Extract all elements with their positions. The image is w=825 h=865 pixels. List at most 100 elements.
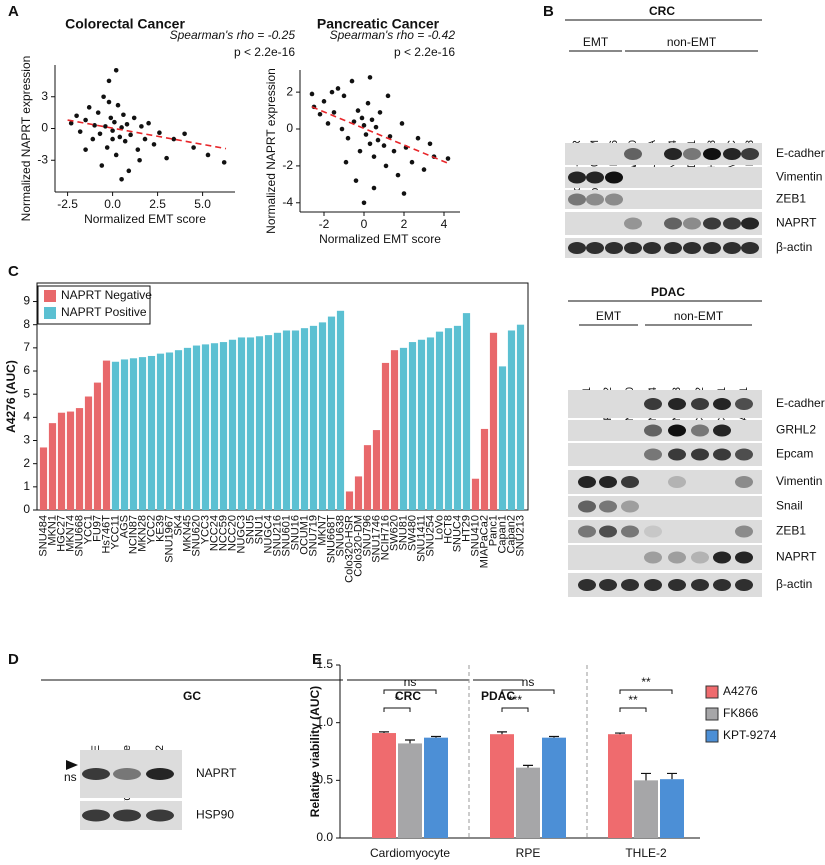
y-tick-label: -2 — [282, 158, 293, 172]
point — [115, 102, 121, 108]
blot-strip — [568, 545, 762, 570]
x-tick-label: SNU16 — [289, 515, 301, 550]
y-tick-label: -4 — [282, 195, 293, 209]
point — [101, 94, 106, 100]
x-tick-label: NCC20 — [226, 515, 238, 551]
blot-band — [703, 148, 721, 160]
blot-title: CRC — [649, 4, 675, 18]
point — [343, 159, 349, 165]
x-tick-label: Colo320-HSR — [343, 515, 355, 583]
blot-band — [683, 242, 701, 254]
point — [112, 119, 117, 125]
x-tick-label: HT29 — [460, 515, 472, 542]
x-tick-label: YCC3 — [199, 515, 211, 544]
point — [74, 113, 79, 119]
bar — [201, 344, 210, 510]
blot-band — [668, 579, 686, 591]
blot-band — [578, 579, 596, 591]
bar — [660, 779, 684, 838]
y-tick-label: 3 — [23, 433, 30, 447]
blot-band — [578, 525, 596, 538]
blot-band — [741, 148, 759, 160]
group-label: GC — [183, 689, 201, 703]
group-label: PDAC — [481, 689, 515, 703]
bar — [111, 361, 120, 510]
significance-bracket — [501, 707, 529, 712]
x-tick-label: YCC2 — [145, 515, 157, 544]
point — [399, 121, 405, 126]
x-tick-label: SW480 — [406, 515, 418, 551]
fit-line — [311, 106, 451, 165]
x-tick-label: SNU1411 — [415, 515, 427, 562]
x-tick-label: SNU620 — [190, 515, 202, 557]
blot-band — [703, 242, 721, 254]
blot-band — [605, 171, 623, 184]
blot-band — [713, 551, 731, 564]
point — [131, 115, 137, 121]
point — [99, 163, 105, 168]
blot-band — [624, 242, 642, 254]
error-bar — [405, 739, 415, 744]
plot-frame — [36, 282, 529, 511]
significance-bracket — [619, 689, 673, 694]
x-tick-label: 5.0 — [194, 197, 211, 211]
x-tick-label: MKN28 — [136, 515, 148, 552]
x-tick-label: 4 — [441, 217, 448, 231]
blot-band — [741, 217, 759, 230]
x-tick-label: YCC11 — [109, 515, 121, 550]
legend-label: NAPRT Negative — [61, 288, 152, 302]
blot-band — [668, 476, 686, 488]
point — [106, 78, 112, 84]
point — [391, 148, 397, 154]
bar — [490, 734, 514, 838]
blot-band — [146, 768, 174, 780]
point — [110, 128, 115, 133]
x-tick-label: YCC1 — [82, 515, 94, 544]
blot-band — [668, 424, 686, 437]
blot-band — [668, 551, 686, 564]
x-tick-label: SNU254 — [424, 515, 436, 557]
bar — [219, 342, 228, 510]
x-axis-label: Normalized EMT score — [84, 212, 206, 226]
bar — [462, 313, 471, 510]
bar — [453, 325, 462, 510]
y-tick-label: 2 — [286, 84, 293, 98]
point — [126, 168, 132, 174]
point — [68, 120, 74, 126]
bar — [291, 330, 300, 510]
x-tick-label: SK4 — [172, 515, 184, 536]
point — [445, 156, 451, 161]
y-tick-label: 7 — [23, 340, 30, 354]
protein-label: E-cadherin — [776, 396, 825, 410]
bar — [424, 737, 448, 838]
point — [128, 132, 133, 138]
point — [113, 67, 119, 73]
x-tick-label: MIAPaCa2 — [478, 515, 490, 568]
blot-band — [643, 242, 661, 254]
point — [104, 145, 110, 150]
point — [401, 191, 407, 196]
blot-band — [624, 217, 642, 230]
y-axis-label: Normalized NAPRT expression — [264, 68, 278, 234]
blot-band — [691, 551, 709, 564]
y-axis-label: A4276 (AUC) — [4, 360, 18, 433]
x-tick-label: 0.0 — [104, 197, 121, 211]
legend-label: FK866 — [723, 706, 759, 720]
x-tick-label: Capan1 — [496, 515, 508, 554]
blot-band — [691, 448, 709, 461]
point — [110, 136, 115, 142]
blot-band — [586, 171, 604, 184]
protein-label: E-cadherin — [776, 146, 825, 160]
blot-band — [723, 148, 741, 160]
bar — [480, 428, 489, 510]
blot-band — [713, 424, 731, 437]
y-tick-label: 0.0 — [316, 830, 333, 844]
point — [385, 93, 391, 99]
error-bar — [641, 772, 651, 781]
x-tick-label: LoVo — [433, 515, 445, 540]
bar — [309, 325, 318, 510]
annotation: p < 2.2e-16 — [394, 45, 455, 59]
point — [108, 115, 114, 121]
point — [329, 89, 335, 95]
point — [415, 135, 421, 141]
